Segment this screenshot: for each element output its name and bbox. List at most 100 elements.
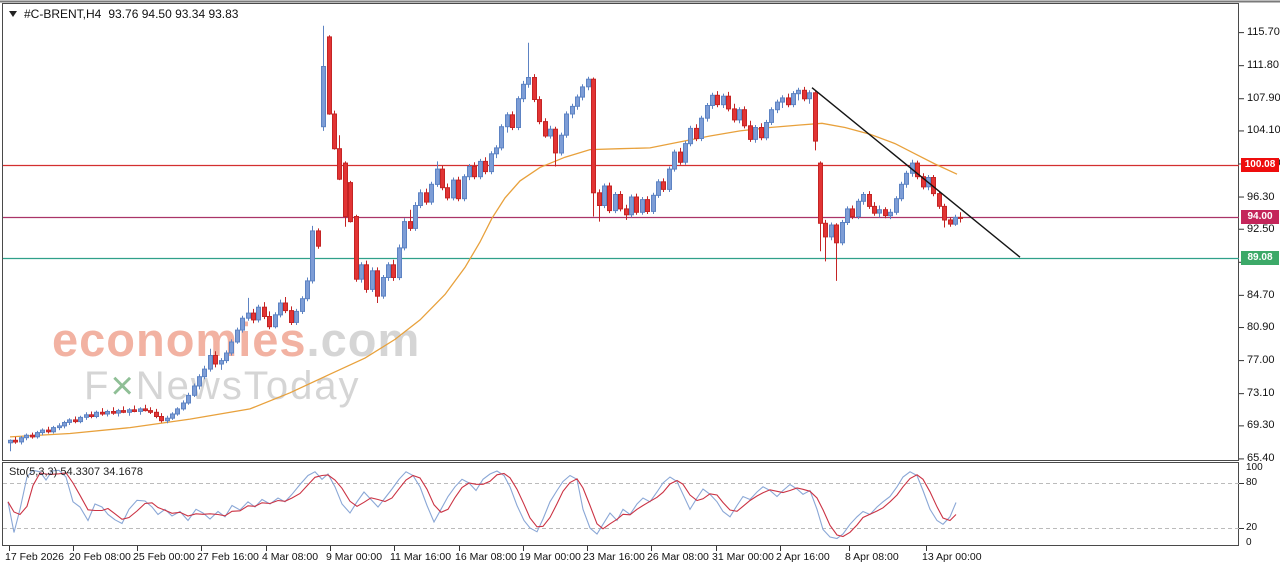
candle: [57, 425, 62, 429]
candle: [413, 205, 418, 229]
watermark: economies.com F×NewsToday: [52, 316, 420, 406]
candle: [597, 192, 602, 207]
moving-average-line[interactable]: [9, 122, 958, 438]
candle: [100, 411, 105, 415]
candle: [348, 182, 353, 223]
watermark-tagline-x: ×: [110, 364, 136, 408]
watermark-tagline: F×NewsToday: [84, 366, 420, 406]
candle: [24, 434, 29, 439]
candle: [154, 411, 159, 417]
candle: [613, 194, 618, 212]
time-axis-label: 11 Mar 16:00: [390, 551, 452, 563]
candle: [278, 302, 283, 316]
candle: [872, 205, 877, 214]
candle: [440, 168, 445, 189]
candle: [694, 127, 699, 140]
chevron-down-icon[interactable]: [9, 11, 17, 17]
candle: [715, 94, 720, 106]
ohlc-values: 93.76 94.50 93.34 93.83: [108, 7, 239, 21]
candle: [435, 168, 440, 185]
candle: [332, 113, 337, 150]
candle: [667, 168, 672, 190]
candle: [289, 310, 294, 324]
candle: [224, 352, 229, 362]
price-axis-label: 92.50: [1247, 222, 1275, 235]
price-axis-label: 115.70: [1247, 26, 1280, 39]
candle: [391, 264, 396, 278]
candle: [516, 98, 521, 128]
candle: [791, 93, 796, 106]
candle: [688, 127, 693, 145]
price-tag-89.08: 89.08: [1241, 251, 1279, 266]
candle: [683, 143, 688, 163]
time-axis-label: 20 Feb 08:00: [69, 551, 131, 563]
candle: [888, 211, 893, 217]
candle: [364, 264, 369, 290]
candle: [424, 192, 429, 203]
price-axis-label: 111.80: [1247, 59, 1280, 72]
candle: [273, 314, 278, 328]
candle: [607, 185, 612, 212]
candle: [823, 222, 828, 238]
candle: [742, 109, 747, 127]
price-axis-label: 69.30: [1247, 419, 1275, 432]
candle: [856, 200, 861, 218]
candle: [30, 434, 35, 438]
candle: [121, 410, 126, 413]
candle: [300, 298, 305, 312]
candle: [580, 86, 585, 98]
candle: [737, 109, 742, 121]
descending-trendline[interactable]: [811, 87, 1021, 258]
candle: [262, 306, 267, 318]
candle: [67, 419, 72, 423]
candle: [429, 183, 434, 203]
candle: [472, 166, 477, 178]
candle: [408, 221, 413, 229]
candle: [510, 114, 515, 129]
watermark-tagline-rest: NewsToday: [135, 364, 361, 408]
candle: [899, 183, 904, 200]
watermark-brand-line: economies.com: [52, 316, 420, 363]
price-axis-label: 107.90: [1247, 92, 1280, 105]
candle: [953, 216, 958, 225]
candle: [769, 109, 774, 123]
candle: [640, 199, 645, 213]
candle: [159, 416, 164, 422]
time-axis-label: 31 Mar 00:00: [712, 551, 774, 563]
candle: [235, 329, 240, 343]
candle: [35, 432, 40, 438]
candle: [397, 247, 402, 279]
candle: [570, 105, 575, 115]
candle: [251, 312, 256, 321]
time-axis-label: 19 Mar 00:00: [519, 551, 581, 563]
candle: [526, 77, 531, 85]
candlestick-series: [8, 25, 963, 452]
candle: [451, 179, 456, 199]
candle: [246, 312, 251, 319]
candle: [143, 408, 148, 412]
candle: [73, 419, 78, 423]
candle: [575, 96, 580, 107]
sto-axis-label-80: 80: [1246, 477, 1258, 488]
candle: [62, 422, 67, 427]
candle: [764, 122, 769, 139]
price-axis-label: 96.30: [1247, 190, 1275, 203]
candle: [726, 95, 731, 110]
stochastic-d-line: [7, 472, 957, 538]
candle: [591, 78, 596, 194]
candle: [359, 264, 364, 280]
candle: [942, 205, 947, 221]
candle: [753, 127, 758, 140]
candle: [229, 341, 234, 354]
candle: [89, 414, 94, 417]
candle: [116, 410, 121, 414]
price-axis-label: 84.70: [1247, 288, 1275, 301]
time-axis-label: 8 Apr 08:00: [845, 551, 899, 563]
candle: [829, 224, 834, 238]
candle: [705, 105, 710, 119]
candle: [111, 411, 116, 414]
sto-axis-label-100: 100: [1246, 462, 1263, 473]
stochastic-indicator-label: Sto(5,3,3) 54.3307 34.1678: [9, 466, 143, 478]
